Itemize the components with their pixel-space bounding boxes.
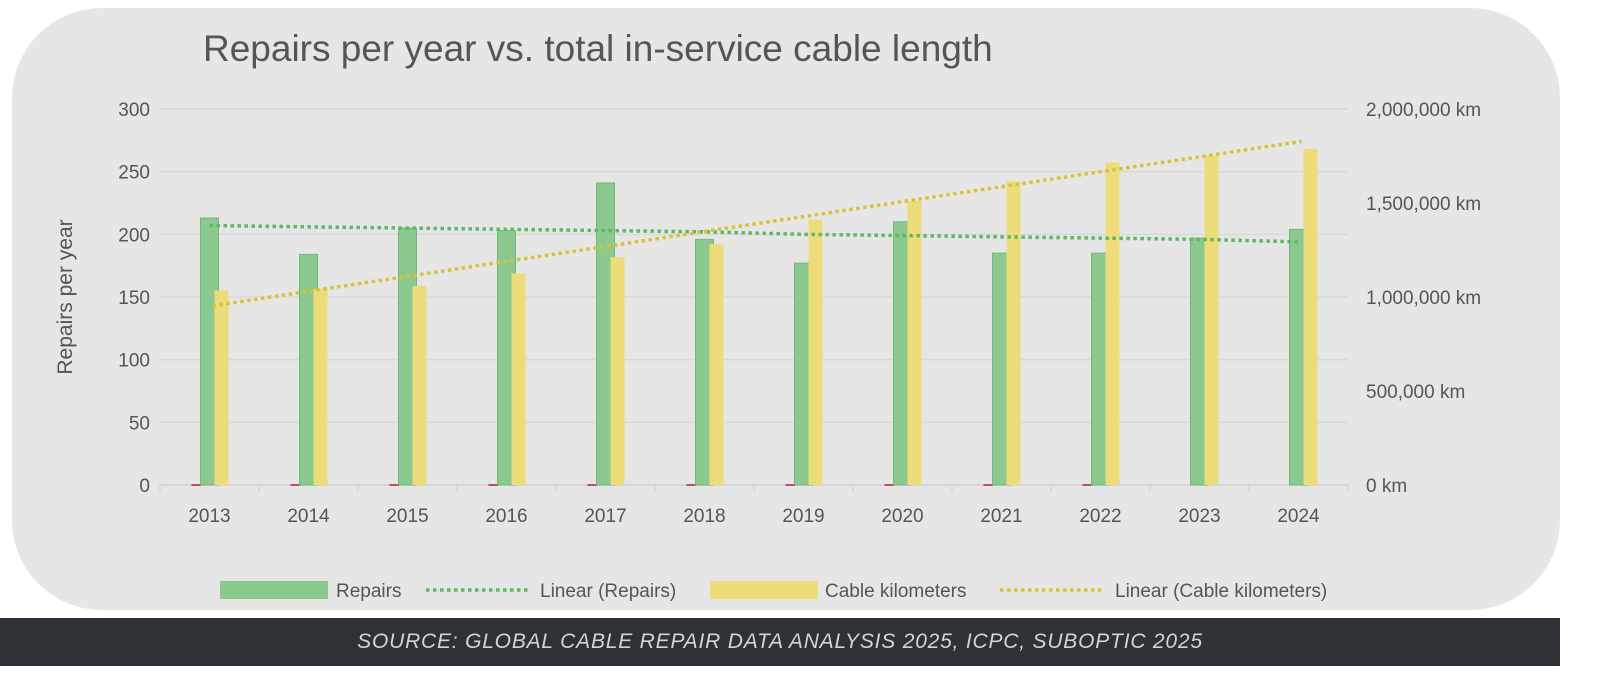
x-tick-label: 2017 xyxy=(584,506,626,527)
y2-tick-label: 500,000 km xyxy=(1366,382,1465,403)
y-tick-label: 50 xyxy=(129,413,150,434)
y-tick-label: 200 xyxy=(118,225,150,246)
y2-tick-label: 2,000,000 km xyxy=(1366,100,1481,121)
legend-label-cable-trend: Linear (Cable kilometers) xyxy=(1115,581,1327,602)
cable-km-bar xyxy=(511,273,526,485)
y-tick-label: 0 xyxy=(139,476,150,497)
cable-km-bar xyxy=(808,219,823,485)
x-tick-label: 2024 xyxy=(1277,506,1320,527)
x-tick-label: 2022 xyxy=(1079,506,1121,527)
cable-km-bar xyxy=(709,244,724,485)
x-tick-label: 2018 xyxy=(683,506,725,527)
y2-tick-label: 1,500,000 km xyxy=(1366,194,1481,215)
cable-trendline xyxy=(212,139,1302,308)
x-tick-label: 2020 xyxy=(881,506,923,527)
legend-swatch-repairs xyxy=(220,581,328,599)
x-tick-label: 2019 xyxy=(782,506,824,527)
x-tick-label: 2014 xyxy=(287,506,330,527)
cable-km-bar xyxy=(610,257,625,485)
x-tick-label: 2021 xyxy=(980,506,1022,527)
cable-km-bar xyxy=(214,290,229,485)
chart-title: Repairs per year vs. total in-service ca… xyxy=(203,28,993,69)
y-tick-label: 100 xyxy=(118,351,150,372)
x-tick-label: 2015 xyxy=(386,506,428,527)
cable-km-bar xyxy=(1006,181,1021,485)
x-tick-label: 2023 xyxy=(1178,506,1220,527)
cable-km-bar xyxy=(313,288,328,485)
cable-km-bar xyxy=(907,201,922,485)
legend-label-repairs: Repairs xyxy=(336,581,401,602)
cable-km-bar xyxy=(1105,162,1120,485)
cable-km-bar xyxy=(1204,155,1219,485)
y2-tick-label: 1,000,000 km xyxy=(1366,288,1481,309)
cable-km-bar xyxy=(412,285,427,485)
y-tick-label: 250 xyxy=(118,163,150,184)
y-tick-label: 300 xyxy=(118,100,150,121)
y2-tick-label: 0 km xyxy=(1366,476,1407,497)
legend-label-repairs-trend: Linear (Repairs) xyxy=(540,581,676,602)
y-tick-label: 150 xyxy=(118,288,150,309)
y-axis-label: Repairs per year xyxy=(54,219,77,374)
source-caption: SOURCE: GLOBAL CABLE REPAIR DATA ANALYSI… xyxy=(0,618,1560,666)
legend-swatch-cable xyxy=(710,581,818,599)
cable-km-bar xyxy=(1303,148,1318,485)
legend-label-cable: Cable kilometers xyxy=(825,581,967,602)
x-tick-label: 2013 xyxy=(188,506,230,527)
x-tick-label: 2016 xyxy=(485,506,527,527)
